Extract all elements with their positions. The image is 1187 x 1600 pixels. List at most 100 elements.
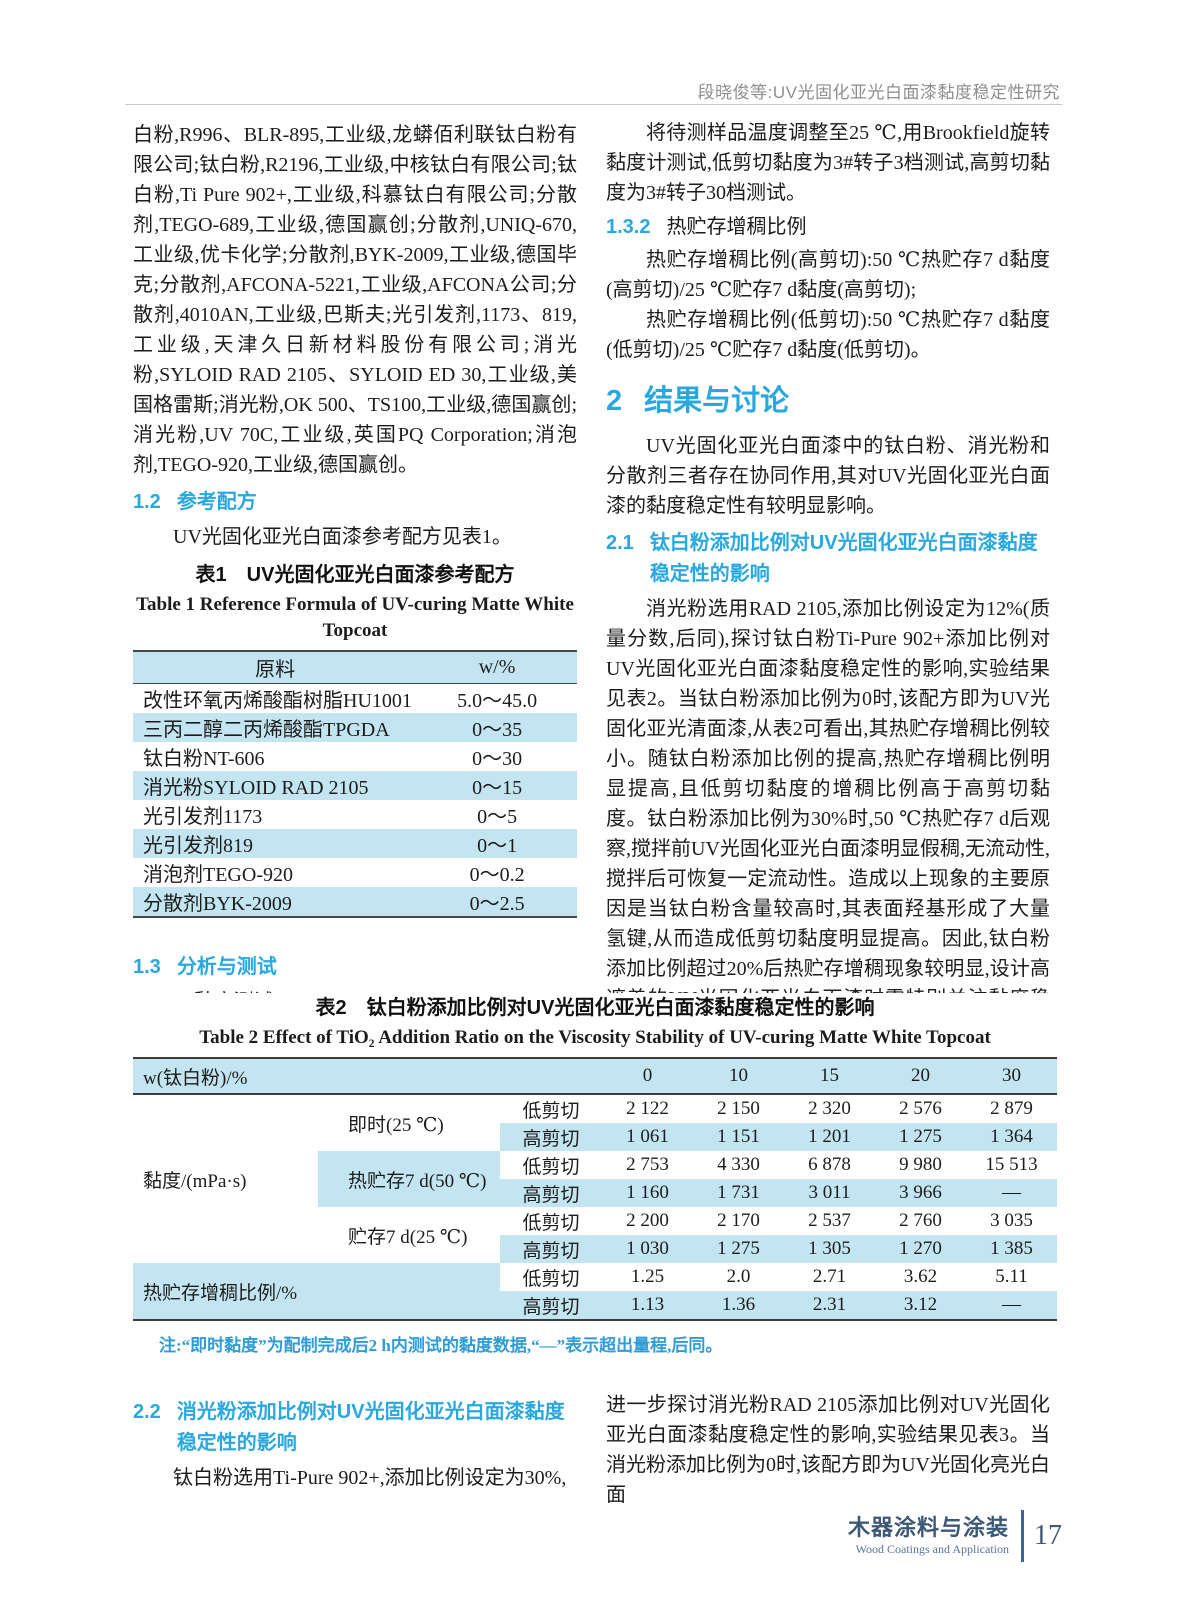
table1-col-w: w/% [417, 651, 577, 684]
table-cell: 1.25 [630, 1266, 665, 1287]
table-cell: 1 030 [602, 1235, 694, 1263]
table-cell-w: 0～5 [477, 806, 518, 828]
table-row: 消泡剂TEGO-920 0～0.2 [133, 858, 577, 887]
table-cell: 2 753 [626, 1154, 669, 1175]
table1-caption-cn: 表1 UV光固化亚光白面漆参考配方 [195, 564, 515, 586]
shear-label: 低剪切 [522, 1212, 580, 1234]
shear-label: 低剪切 [522, 1156, 580, 1178]
table-row: 改性环氧丙烯酸酯树脂HU1001 5.0～45.0 [133, 684, 577, 714]
table-cell: 4 330 [717, 1154, 760, 1175]
journal-name-en: Wood Coatings and Application [855, 1542, 1009, 1556]
table-cell-material: 三丙二醇二丙烯酸酯TPGDA [133, 713, 418, 742]
table-cell: 1 201 [784, 1123, 876, 1151]
right-column-top: 将待测样品温度调整至25 ℃,用Brookfield旋转黏度计测试,低剪切黏度为… [606, 118, 1050, 1044]
table2-header-row: w(钛白粉)/% 0 10 15 20 30 [133, 1058, 1058, 1095]
table-cell: 1.13 [602, 1291, 694, 1320]
paragraph-matting-continues: 进一步探讨消光粉RAD 2105添加比例对UV光固化亚光白面漆黏度稳定性的影响,… [606, 1394, 1050, 1506]
section-title: 钛白粉添加比例对UV光固化亚光白面漆黏度稳定性的影响 [649, 532, 1038, 585]
table-cell-w: 0～35 [417, 713, 577, 742]
table-row: 高剪切 1.13 1.36 2.31 3.12 — [133, 1291, 1058, 1320]
table-cell: 1 061 [602, 1123, 694, 1151]
table-row: 热贮存增稠比例/% 低剪切 1.25 2.0 2.71 3.62 5.11 [133, 1263, 1057, 1320]
section-heading-1-2: 1.2 参考配方 [133, 487, 577, 518]
table-cell: 2 576 [899, 1098, 942, 1119]
paragraph-suppliers: 白粉,R996、BLR-895,工业级,龙蟒佰利联钛白粉有限公司;钛白粉,R21… [133, 124, 577, 476]
table-row: 光引发剂1173 0～5 [133, 800, 577, 829]
section-title: 分析与测试 [176, 956, 277, 978]
section-title: 热贮存增稠比例 [666, 216, 807, 238]
table-cell: 2 879 [990, 1098, 1033, 1119]
table2-block: 表2 钛白粉添加比例对UV光固化亚光白面漆黏度稳定性的影响 Table 2 Ef… [133, 993, 1058, 1356]
table-cell-material: 光引发剂1173 [143, 806, 263, 828]
table2-col-30: 30 [966, 1058, 1058, 1095]
row-group-thickening-ratio: 热贮存增稠比例/% [133, 1263, 500, 1320]
table-cell: 15 513 [985, 1154, 1038, 1175]
section-title: 消光粉添加比例对UV光固化亚光白面漆黏度稳定性的影响 [176, 1401, 565, 1454]
table-cell: 3.62 [903, 1266, 938, 1287]
section-number: 1.3 [133, 956, 161, 978]
shear-label: 高剪切 [500, 1235, 603, 1263]
table-cell-w: 5.0～45.0 [457, 690, 538, 712]
table-cell: 9 980 [899, 1154, 942, 1175]
table-row: 贮存7 d(25 ℃) 低剪切 2 200 2 170 2 537 2 760 … [133, 1207, 1057, 1248]
left-column-bottom: 2.2 消光粉添加比例对UV光固化亚光白面漆黏度稳定性的影响 钛白粉选用Ti-P… [133, 1390, 577, 1493]
table-cell: 1 731 [693, 1179, 785, 1207]
table-row: 分散剂BYK-2009 0～2.5 [133, 887, 577, 917]
table-row: 高剪切 1 030 1 275 1 305 1 270 1 385 [133, 1235, 1058, 1263]
table-row: 钛白粉NT-606 0～30 [133, 742, 577, 771]
table1-reference-formula: 原料 w/% 改性环氧丙烯酸酯树脂HU1001 5.0～45.0 三丙二醇二丙烯… [133, 650, 577, 918]
section-number: 1.2 [133, 491, 161, 513]
journal-name-cn: 木器涂料与涂装 [847, 1515, 1009, 1540]
section-number: 2.1 [606, 532, 634, 554]
table-cell-material: 分散剂BYK-2009 [133, 887, 418, 917]
table2-col-0: 0 [602, 1058, 694, 1095]
table-cell: 1 270 [875, 1235, 967, 1263]
page-footer: 木器涂料与涂装 Wood Coatings and Application 17 [848, 1510, 1062, 1562]
table-row: 三丙二醇二丙烯酸酯TPGDA 0～35 [133, 713, 577, 742]
shear-label: 高剪切 [500, 1179, 603, 1207]
table-cell: 1 151 [693, 1123, 785, 1151]
table-cell: 2.71 [812, 1266, 847, 1287]
table-cell: 1.36 [693, 1291, 785, 1320]
table-cell: 2 150 [717, 1098, 760, 1119]
section-heading-2: 2 结果与讨论 [606, 381, 1050, 421]
table2-caption-en: Table 2 Effect of TiO₂ Addition Ratio on… [199, 1027, 991, 1048]
table-cell-material: 消光粉SYLOID RAD 2105 [133, 771, 418, 800]
section-number: 2.2 [133, 1401, 161, 1423]
table-row: 高剪切 1 061 1 151 1 201 1 275 1 364 [133, 1123, 1058, 1151]
header-divider [125, 104, 1062, 105]
paragraph-ratio-low-shear: 热贮存增稠比例(低剪切):50 ℃热贮存7 d黏度(低剪切)/25 ℃贮存7 d… [606, 309, 1050, 361]
table-row: 黏度/(mPa·s) 即时(25 ℃) 低剪切 2 122 2 150 2 32… [133, 1094, 1057, 1192]
table2-header-label: w(钛白粉)/% [133, 1058, 603, 1095]
journal-name: 木器涂料与涂装 Wood Coatings and Application [848, 1515, 1009, 1557]
table2-note: 注:“即时黏度”为配制完成后2 h内测试的黏度数据,“—”表示超出量程,后同。 [159, 1336, 723, 1355]
paragraph-reference-formula: UV光固化亚光白面漆参考配方见表1。 [173, 526, 512, 548]
condition-immediate: 即时(25 ℃) [348, 1114, 444, 1136]
section-heading-1-3-2: 1.3.2 热贮存增稠比例 [606, 212, 1050, 243]
table-cell: 6 878 [808, 1154, 851, 1175]
table-cell: 2 320 [808, 1098, 851, 1119]
table-row: 高剪切 1 160 1 731 3 011 3 966 — [133, 1179, 1058, 1207]
table-cell: 1 275 [693, 1235, 785, 1263]
paragraph-viscosity-test: 将待测样品温度调整至25 ℃,用Brookfield旋转黏度计测试,低剪切黏度为… [606, 122, 1050, 204]
table-cell: 2 537 [808, 1210, 851, 1231]
table-cell: 3 011 [784, 1179, 876, 1207]
table-cell-material: 消泡剂TEGO-920 [143, 864, 293, 886]
shear-label: 低剪切 [522, 1268, 580, 1290]
table2-col-10: 10 [693, 1058, 785, 1095]
table-row: 光引发剂819 0～1 [133, 829, 577, 858]
section-title: 参考配方 [176, 491, 257, 513]
table2-caption-cn: 表2 钛白粉添加比例对UV光固化亚光白面漆黏度稳定性的影响 [315, 997, 875, 1019]
table-cell: — [966, 1179, 1058, 1207]
table-cell: 2.31 [784, 1291, 876, 1320]
table-cell: 2 170 [717, 1210, 760, 1231]
table1-caption-en: Table 1 Reference Formula of UV-curing M… [136, 594, 574, 641]
section-heading-1-3: 1.3 分析与测试 [133, 952, 577, 983]
table2-viscosity-stability: w(钛白粉)/% 0 10 15 20 30 黏度/(mPa·s) 即时(25 … [133, 1057, 1058, 1321]
shear-label: 低剪切 [522, 1100, 580, 1122]
table2-col-20: 20 [875, 1058, 967, 1095]
table-cell: 2.0 [726, 1266, 751, 1287]
table-cell-w: 0～2.5 [417, 887, 577, 917]
footer-divider-bar [1021, 1510, 1024, 1562]
table-cell: 5.11 [995, 1266, 1028, 1287]
